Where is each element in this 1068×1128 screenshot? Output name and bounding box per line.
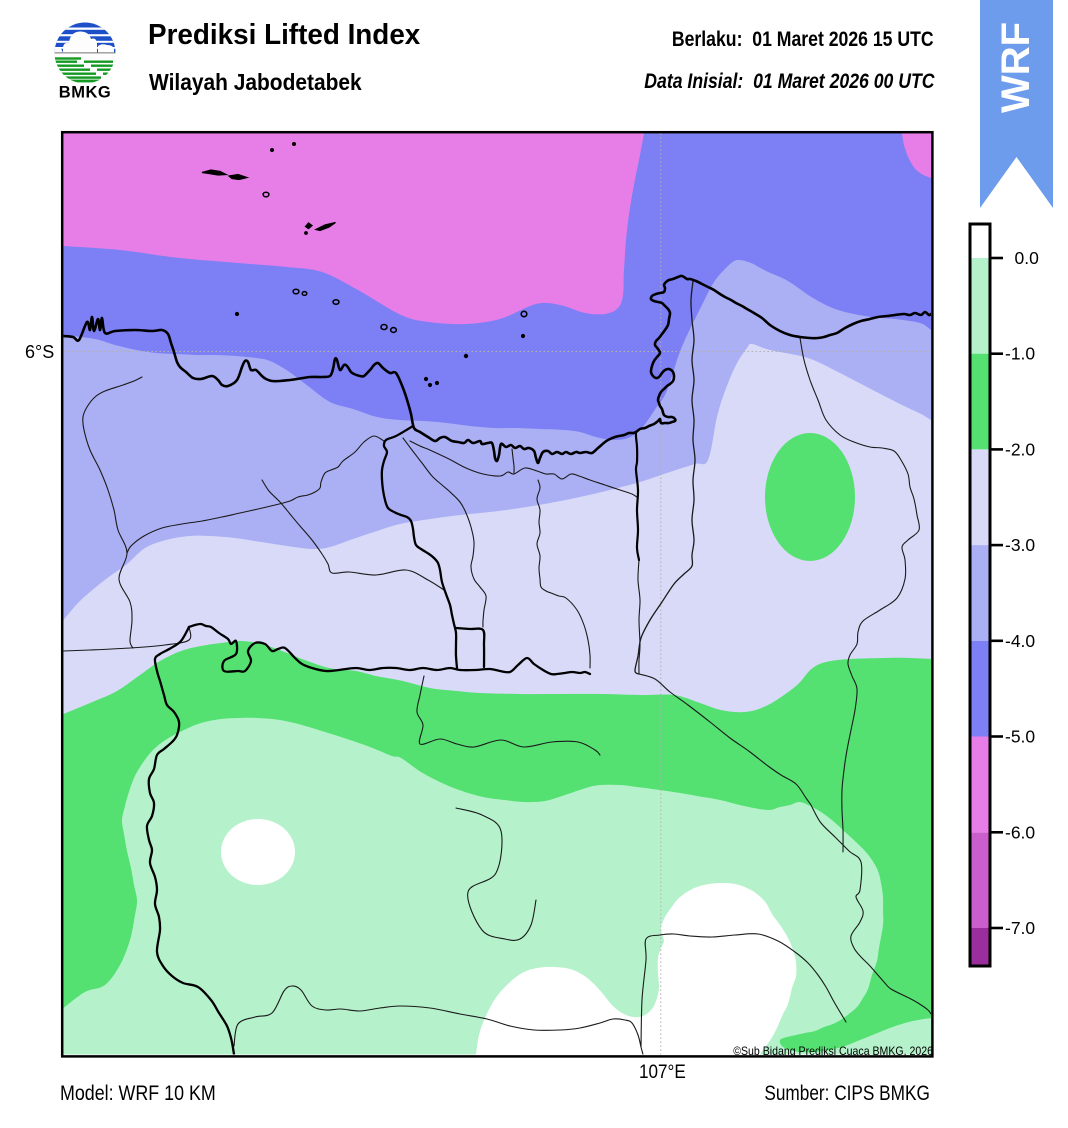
svg-text:-1.0: -1.0: [1005, 344, 1035, 364]
svg-text:-4.0: -4.0: [1005, 631, 1035, 651]
svg-text:-7.0: -7.0: [1005, 918, 1035, 938]
svg-text:0.0: 0.0: [1015, 248, 1040, 268]
svg-text:-2.0: -2.0: [1005, 439, 1035, 459]
svg-text:BMKG: BMKG: [59, 84, 111, 102]
svg-text:WRF: WRF: [994, 22, 1038, 113]
svg-text:-3.0: -3.0: [1005, 535, 1035, 555]
svg-text:-5.0: -5.0: [1005, 727, 1035, 747]
svg-text:-6.0: -6.0: [1005, 822, 1035, 842]
